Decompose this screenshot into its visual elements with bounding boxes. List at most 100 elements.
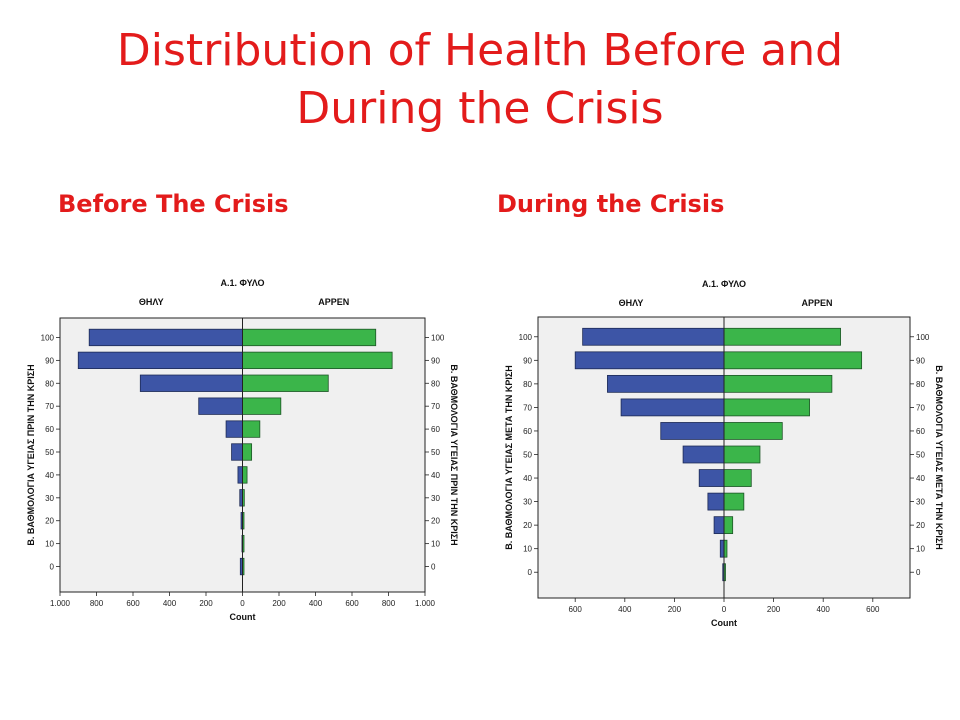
bar-male-100 [723,327,841,346]
y-axis-label-left: B. ΒΑΘΜΟΛΟΓΙΑ ΥΓΕΙΑΣ ΠΡΙΝ ΤΗΝ ΚΡΙΣΗ [26,364,36,545]
y-tick-label-right: 60 [431,425,440,434]
bar-male-80 [723,374,833,393]
bar-male-30 [723,492,745,511]
series-label-female: ΘΗΛΥ [139,297,164,307]
x-tick-label: 600 [866,605,880,614]
y-tick-label-right: 70 [431,402,440,411]
y-tick-label-right: 50 [916,451,925,460]
x-tick-label: 400 [163,599,177,608]
bar-male-60 [723,422,783,440]
y-tick-label-left: 90 [45,356,54,365]
x-axis-label: Count [230,612,256,622]
x-tick-label: 400 [618,605,632,614]
y-axis-label-right: B. ΒΑΘΜΟΛΟΓΙΑ ΥΓΕΙΑΣ ΠΡΙΝ ΤΗΝ ΚΡΙΣΗ [449,364,459,545]
y-tick-label-left: 40 [523,474,532,483]
y-tick-label-right: 60 [916,427,925,436]
y-axis-label-right: B. ΒΑΘΜΟΛΟΓΙΑ ΥΓΕΙΑΣ ΜΕΤΑ ΤΗΝ ΚΡΙΣΗ [934,365,944,550]
y-tick-label-right: 0 [916,568,921,577]
y-tick-label-left: 50 [523,451,532,460]
y-tick-label-right: 50 [431,448,440,457]
slide-title: Distribution of Health Before and During… [0,22,960,138]
y-tick-label-left: 70 [523,403,532,412]
chart-title: A.1. ΦΥΛΟ [702,279,746,289]
bar-female-100 [582,327,725,346]
y-tick-label-left: 0 [50,563,55,572]
y-tick-label-right: 20 [431,517,440,526]
y-tick-label-left: 90 [523,356,532,365]
y-tick-label-right: 80 [916,380,925,389]
bar-female-80 [607,374,725,393]
x-tick-label: 200 [199,599,213,608]
y-tick-label-left: 30 [523,498,532,507]
y-tick-label-right: 100 [916,333,930,342]
series-label-male: ΑΡΡΕΝ [318,297,349,307]
y-tick-label-right: 70 [916,403,925,412]
y-tick-label-right: 40 [916,474,925,483]
y-tick-label-left: 10 [45,540,54,549]
x-axis-label: Count [711,618,737,628]
x-tick-label: 200 [767,605,781,614]
y-tick-label-left: 20 [523,521,532,530]
y-tick-label-left: 100 [41,333,55,342]
x-tick-label: 1.000 [50,599,71,608]
x-tick-label: 800 [90,599,104,608]
y-tick-label-right: 90 [431,356,440,365]
x-tick-label: 400 [817,605,831,614]
y-tick-label-right: 100 [431,333,445,342]
bar-female-10 [719,539,725,558]
bar-female-90 [574,351,725,370]
bar-male-70 [723,398,810,417]
bar-female-70 [620,398,725,417]
y-tick-label-left: 20 [45,517,54,526]
y-tick-label-left: 60 [523,427,532,436]
y-tick-label-right: 30 [916,498,925,507]
y-tick-label-right: 30 [431,494,440,503]
bar-female-50 [682,445,725,464]
bar-female-30 [707,492,725,511]
x-tick-label: 800 [382,599,396,608]
y-tick-label-left: 60 [45,425,54,434]
y-tick-label-left: 100 [519,333,533,342]
y-tick-label-right: 20 [916,521,925,530]
y-tick-label-left: 80 [45,379,54,388]
x-tick-label: 400 [309,599,323,608]
x-tick-label: 200 [668,605,682,614]
bar-male-20 [723,516,734,535]
x-tick-label: 600 [345,599,359,608]
y-tick-label-right: 90 [916,356,925,365]
y-tick-label-right: 0 [431,563,436,572]
x-tick-label: 600 [569,605,583,614]
x-tick-label: 0 [240,599,245,608]
bar-male-40 [723,469,752,487]
y-tick-label-left: 50 [45,448,54,457]
bar-male-90 [723,351,863,370]
chart-title: A.1. ΦΥΛΟ [220,278,264,288]
y-tick-label-right: 80 [431,379,440,388]
left-chart-heading: Before The Crisis [58,190,289,218]
x-tick-label: 1.000 [415,599,436,608]
slide-title-line-1: Distribution of Health Before and [116,25,844,76]
bar-female-60 [660,422,725,440]
y-tick-label-left: 30 [45,494,54,503]
x-tick-label: 600 [126,599,140,608]
y-tick-label-right: 40 [431,471,440,480]
y-tick-label-left: 70 [45,402,54,411]
y-tick-label-right: 10 [916,545,925,554]
series-label-male: ΑΡΡΕΝ [801,298,832,308]
bar-female-40 [698,469,725,487]
y-tick-label-left: 0 [528,568,533,577]
right-chart-heading: During the Crisis [497,190,725,218]
y-tick-label-left: 10 [523,545,532,554]
x-tick-label: 0 [722,605,727,614]
y-tick-label-left: 40 [45,471,54,480]
bar-male-50 [723,445,761,464]
bar-female-20 [713,516,725,535]
series-label-female: ΘΗΛΥ [619,298,644,308]
x-tick-label: 200 [272,599,286,608]
y-tick-label-left: 80 [523,380,532,389]
slide-title-line-2: During the Crisis [296,83,664,134]
y-tick-label-right: 10 [431,540,440,549]
y-axis-label-left: B. ΒΑΘΜΟΛΟΓΙΑ ΥΓΕΙΑΣ ΜΕΤΑ ΤΗΝ ΚΡΙΣΗ [504,365,514,550]
